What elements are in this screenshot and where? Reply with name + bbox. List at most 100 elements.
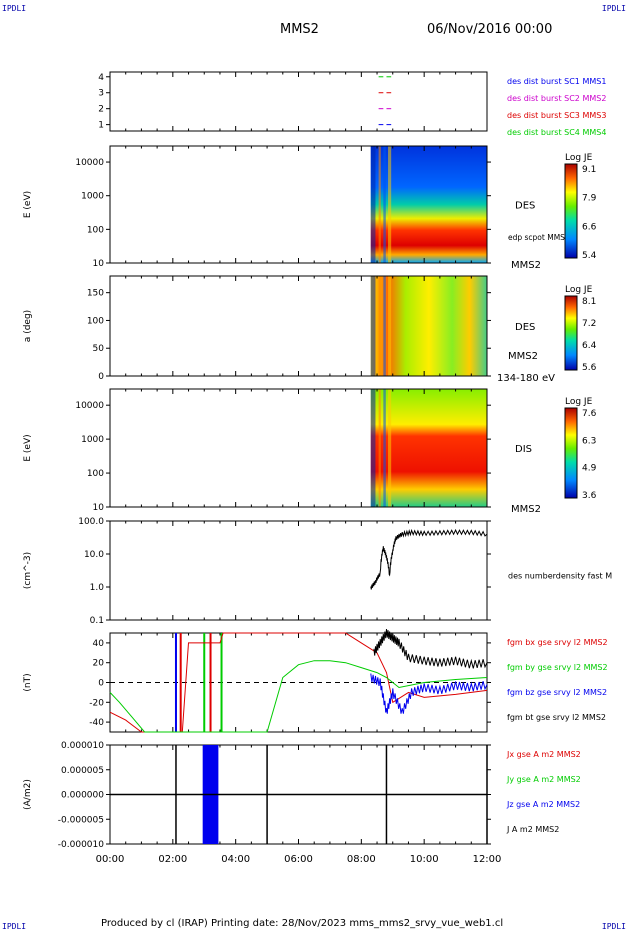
panel-des-pitch-angle-colorbar-tick-1: 7.2 [582, 319, 596, 329]
panel-dis-energy-spectrogram-bottom-label: MMS2 [511, 504, 541, 515]
panel-des-energy-spectrogram-ylabel: E (eV) [23, 191, 33, 218]
panel-dis-energy-spectrogram-label: DIS [515, 444, 532, 455]
panel-current-density-ytick-label-4: 0.000010 [61, 741, 104, 751]
panel-current-density-legend-0: Jx gse A m2 MMS2 [506, 750, 581, 759]
panel-current-density-xtick-label-0: 00:00 [96, 854, 125, 865]
panel-des-pitch-angle-bottom-label: 134-180 eV [497, 373, 555, 384]
panel-des-energy-spectrogram-colorbar-tick-0: 9.1 [582, 165, 596, 175]
panel-dis-energy-spectrogram-colorbar-tick-2: 4.9 [582, 464, 597, 474]
panel-density-legend-0: des numberdensity fast M [508, 572, 612, 581]
panel-des-pitch-angle-colorbar-tick-3: 5.6 [582, 363, 597, 373]
panel-magnetic-field-legend-0: fgm bx gse srvy l2 MMS2 [507, 638, 608, 647]
panel-dis-energy-spectrogram-ytick-label-3: 10000 [75, 401, 104, 411]
panel-current-density-legend-1: Jy gse A m2 MMS2 [506, 775, 581, 784]
panel-magnetic-field-ylabel: (nT) [23, 673, 33, 691]
panel-des-pitch-angle-ytick-label-1: 50 [93, 344, 105, 354]
panel-current-density-xtick-label-1: 02:00 [158, 854, 187, 865]
panel-magnetic-field-legend-3: fgm bt gse srvy l2 MMS2 [507, 713, 606, 722]
panel-magnetic-field-ytick-label-1: -20 [89, 698, 104, 708]
panel-current-density-xtick-label-4: 08:00 [347, 854, 376, 865]
corner-label-bottom-left: IPDLI [2, 922, 27, 931]
panel-des-energy-spectrogram-ytick-label-1: 100 [87, 225, 104, 235]
panel-burst-legend-0: des dist burst SC1 MMS1 [507, 77, 606, 86]
panel-burst-legend-1: des dist burst SC2 MMS2 [507, 94, 606, 103]
panel-des-pitch-angle-sublabel: MMS2 [508, 351, 538, 362]
panel-density-ytick-label-0: 0.1 [90, 616, 104, 626]
panel-burst-ytick-label-1: 2 [98, 105, 104, 115]
panel-des-pitch-angle-colorbar-tick-2: 6.4 [582, 341, 597, 351]
panel-dis-energy-spectrogram-strip-2 [383, 389, 386, 507]
panel-des-energy-spectrogram-colorbar-title: Log JE [565, 153, 593, 163]
panel-dis-energy-spectrogram-ytick-label-0: 10 [93, 503, 105, 513]
panel-burst-legend-2: des dist burst SC3 MMS3 [507, 111, 606, 120]
panel-des-pitch-angle-strip-0 [370, 276, 376, 376]
panel-current-density-ytick-label-1: -0.000005 [58, 815, 104, 825]
footer-credit: Produced by cl (IRAP) Printing date: 28/… [101, 918, 504, 929]
panel-burst-ytick-label-0: 1 [98, 121, 104, 131]
panel-burst-ytick-label-3: 4 [98, 73, 104, 83]
panel-des-energy-spectrogram-ytick-label-3: 10000 [75, 158, 104, 168]
panel-des-pitch-angle-strip-1 [378, 276, 381, 376]
panel-dis-energy-spectrogram-colorbar-tick-3: 3.6 [582, 491, 597, 501]
panel-current-density-ylabel: (A/m2) [23, 779, 33, 810]
panel-des-pitch-angle-strip-3 [388, 276, 392, 376]
panel-magnetic-field-ytick-label-2: 0 [98, 679, 104, 689]
panel-des-energy-spectrogram-strip-0 [370, 146, 376, 263]
panel-current-density-ytick-label-3: 0.000005 [61, 766, 104, 776]
panel-burst-legend-3: des dist burst SC4 MMS4 [507, 128, 606, 137]
panel-dis-energy-spectrogram-colorbar-title: Log JE [565, 397, 593, 407]
panel-des-pitch-angle-strip-2 [383, 276, 386, 376]
panel-dis-energy-spectrogram-ytick-label-2: 1000 [81, 435, 104, 445]
panel-des-energy-spectrogram-colorbar-tick-2: 6.6 [582, 222, 597, 232]
panel-dis-energy-spectrogram-ytick-label-1: 100 [87, 469, 104, 479]
panel-des-energy-spectrogram-label: DES [515, 201, 535, 212]
panel-current-density-ytick-label-0: -0.000010 [58, 840, 104, 850]
panel-density-ytick-label-3: 100.0 [78, 517, 104, 527]
panel-current-density-legend-3: J A m2 MMS2 [506, 825, 559, 834]
panel-des-pitch-angle-colorbar-tick-0: 8.1 [582, 297, 596, 307]
panel-current-density-xtick-label-6: 12:00 [473, 854, 502, 865]
panel-current-density-xtick-label-3: 06:00 [284, 854, 313, 865]
panel-des-energy-spectrogram-bottom-label: MMS2 [511, 260, 541, 271]
panel-current-density-legend-2: Jz gse A m2 MMS2 [506, 800, 580, 809]
panel-des-energy-spectrogram-strip-2 [383, 146, 386, 263]
panel-des-energy-spectrogram-strip-1 [378, 146, 381, 263]
panel-des-pitch-angle-colorbar [564, 295, 578, 371]
panel-burst-frame [109, 71, 488, 132]
panel-des-energy-spectrogram-colorbar-tick-1: 7.9 [582, 194, 597, 204]
panel-des-energy-spectrogram-ytick-label-2: 1000 [81, 192, 104, 202]
panel-des-pitch-angle-ylabel: a (deg) [23, 310, 33, 342]
panel-magnetic-field-legend-2: fgm bz gse srvy l2 MMS2 [507, 688, 607, 697]
panel-dis-energy-spectrogram-colorbar-tick-1: 6.3 [582, 436, 596, 446]
panel-magnetic-field-series-bt [373, 628, 488, 669]
panel-density-ylabel: (cm^-3) [23, 552, 33, 589]
panel-dis-energy-spectrogram-strip-0 [370, 389, 376, 507]
corner-label-top-right: IPDLI [601, 4, 626, 13]
panel-dis-energy-spectrogram-strip-3 [388, 389, 392, 507]
panel-des-pitch-angle-label: DES [515, 322, 535, 333]
panel-des-energy-spectrogram-ytick-label-0: 10 [93, 259, 105, 269]
panel-magnetic-field-ytick-label-3: 20 [93, 659, 105, 669]
panel-des-pitch-angle-ytick-label-2: 100 [87, 316, 104, 326]
panel-magnetic-field-series-bz [370, 673, 488, 714]
panel-current-density-xtick-label-2: 04:00 [221, 854, 250, 865]
panel-dis-energy-spectrogram-colorbar [564, 407, 578, 499]
panel-density-series-line [370, 528, 488, 590]
panel-burst-ytick-label-2: 3 [98, 89, 104, 99]
panel-dis-energy-spectrogram-colorbar-tick-0: 7.6 [582, 409, 597, 419]
panel-des-energy-spectrogram-strip-3 [388, 146, 392, 263]
panel-des-energy-spectrogram-sublabel: edp scpot MMS2 [508, 233, 570, 242]
panel-des-energy-spectrogram-colorbar [564, 163, 578, 259]
panel-dis-energy-spectrogram-ylabel: E (eV) [23, 434, 33, 461]
panel-density-ytick-label-2: 10.0 [84, 550, 104, 560]
panel-current-density-xtick-label-5: 10:00 [410, 854, 439, 865]
panel-des-energy-spectrogram-colorbar-tick-3: 5.4 [582, 251, 597, 261]
panel-magnetic-field-ytick-label-4: 40 [93, 639, 105, 649]
header-spacecraft: MMS2 [280, 22, 319, 37]
header-date: 06/Nov/2016 00:00 [427, 22, 553, 37]
panel-des-pitch-angle-ytick-label-0: 0 [98, 372, 104, 382]
panel-magnetic-field-series-by [109, 660, 488, 733]
panel-magnetic-field-legend-1: fgm by gse srvy l2 MMS2 [507, 663, 608, 672]
panel-density-frame [109, 520, 488, 621]
